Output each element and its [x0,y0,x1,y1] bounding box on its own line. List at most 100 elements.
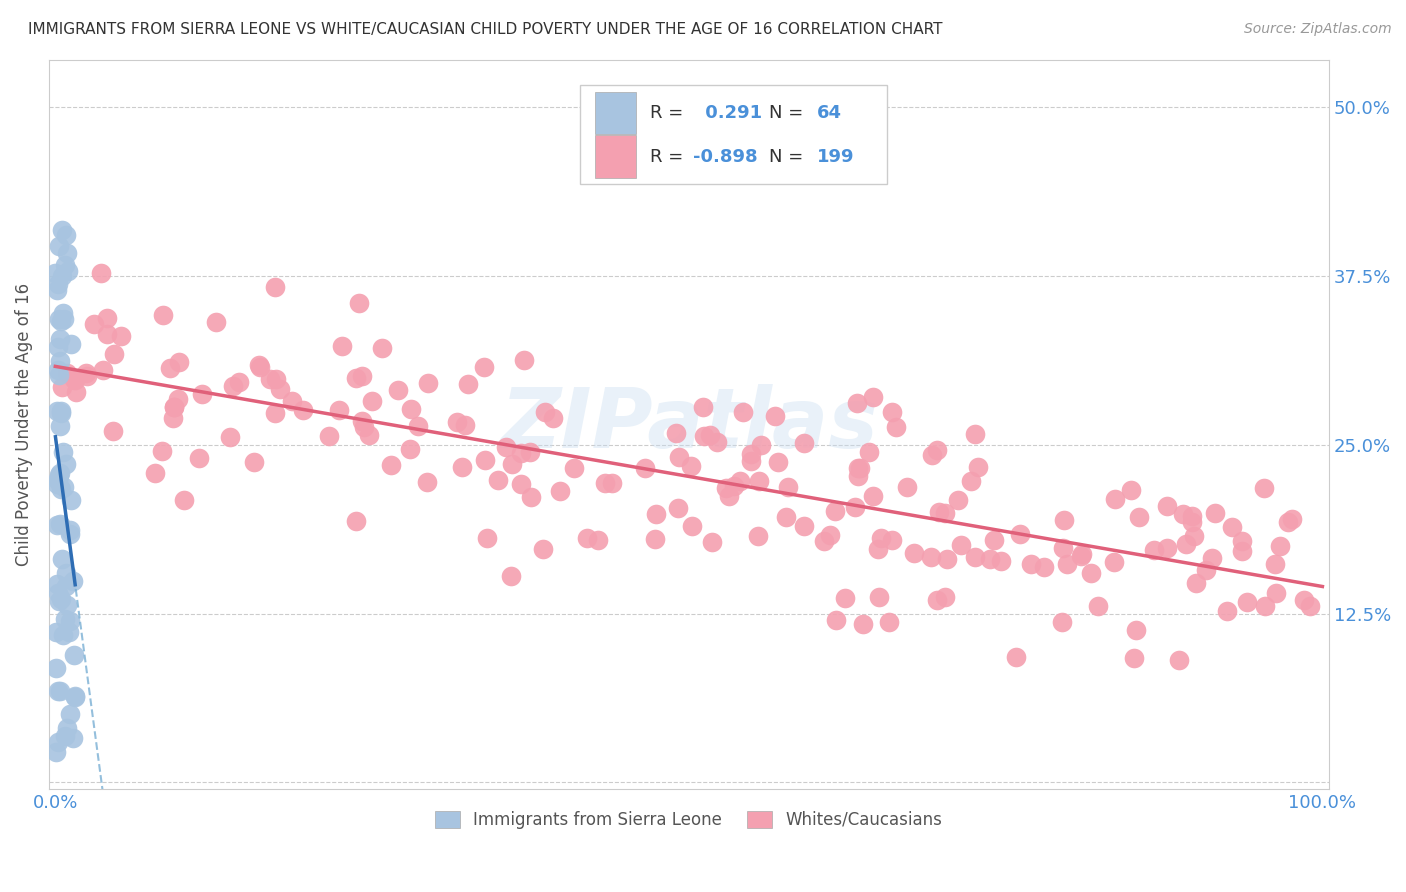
Point [747,529,769,543]
Point [143,467,166,481]
Point [96,310,118,325]
Point [600,475,623,490]
Text: -0.898: -0.898 [693,148,758,166]
Point [520,490,543,504]
Point [56,246,79,260]
Point [49,419,72,434]
Point [62,574,84,588]
Point [927,442,949,457]
Point [946,493,969,508]
Point [820,528,842,542]
Point [63,372,86,386]
Point [862,489,884,503]
Point [51,552,73,566]
Point [935,552,957,566]
Point [49,404,72,418]
Point [46,517,69,532]
Point [1052,541,1074,556]
Point [48,368,70,383]
Point [1121,483,1143,497]
Point [399,401,422,416]
Point [218,430,240,444]
Text: Source: ZipAtlas.com: Source: ZipAtlas.com [1244,22,1392,37]
Point [53,612,76,626]
Point [318,429,340,443]
Point [1253,481,1275,495]
Point [59,614,82,628]
Point [824,613,846,627]
Point [46,683,69,698]
Point [264,372,287,386]
Point [328,403,350,417]
Point [679,459,702,474]
Point [247,358,270,372]
Point [1204,506,1226,520]
Point [1087,599,1109,614]
Point [269,382,291,396]
FancyBboxPatch shape [596,92,637,134]
Point [1125,623,1147,637]
Point [858,444,880,458]
Point [49,466,72,480]
Point [453,418,475,433]
Point [868,542,890,557]
Point [53,729,76,743]
Point [48,594,70,608]
Point [249,359,271,374]
Point [1236,595,1258,609]
Point [280,394,302,409]
Point [1174,537,1197,551]
Point [586,533,609,548]
Legend: Immigrants from Sierra Leone, Whites/Caucasians: Immigrants from Sierra Leone, Whites/Cau… [429,804,949,836]
Point [59,526,82,541]
Point [173,493,195,508]
Point [1201,551,1223,566]
Point [48,472,70,486]
Point [668,450,690,464]
Point [53,258,76,272]
Point [793,435,815,450]
Point [55,457,77,471]
Point [700,535,723,549]
Point [353,420,375,434]
Point [740,447,762,461]
Point [361,394,384,409]
Point [1270,539,1292,553]
Point [63,690,86,705]
Point [959,474,981,488]
Point [844,500,866,514]
Point [1004,649,1026,664]
Point [103,347,125,361]
Point [49,482,72,496]
Point [259,372,281,386]
Point [46,476,69,491]
Point [46,363,69,377]
Point [76,369,98,384]
Point [52,306,75,320]
Point [45,745,67,759]
Point [408,418,430,433]
Point [884,420,907,434]
Point [62,731,84,746]
Point [242,455,264,469]
Point [1181,508,1204,523]
Point [699,428,721,442]
Point [110,329,132,343]
Point [852,616,875,631]
Point [740,454,762,468]
Point [51,314,73,328]
Point [903,546,925,560]
Point [387,383,409,397]
Point [1122,651,1144,665]
Point [846,460,869,475]
Point [51,406,73,420]
Point [264,406,287,420]
Point [52,312,75,326]
Point [344,371,367,385]
Point [63,648,86,662]
Point [983,533,1005,547]
Point [920,549,942,564]
Point [499,569,522,583]
Point [1265,586,1288,600]
Point [1220,520,1243,534]
